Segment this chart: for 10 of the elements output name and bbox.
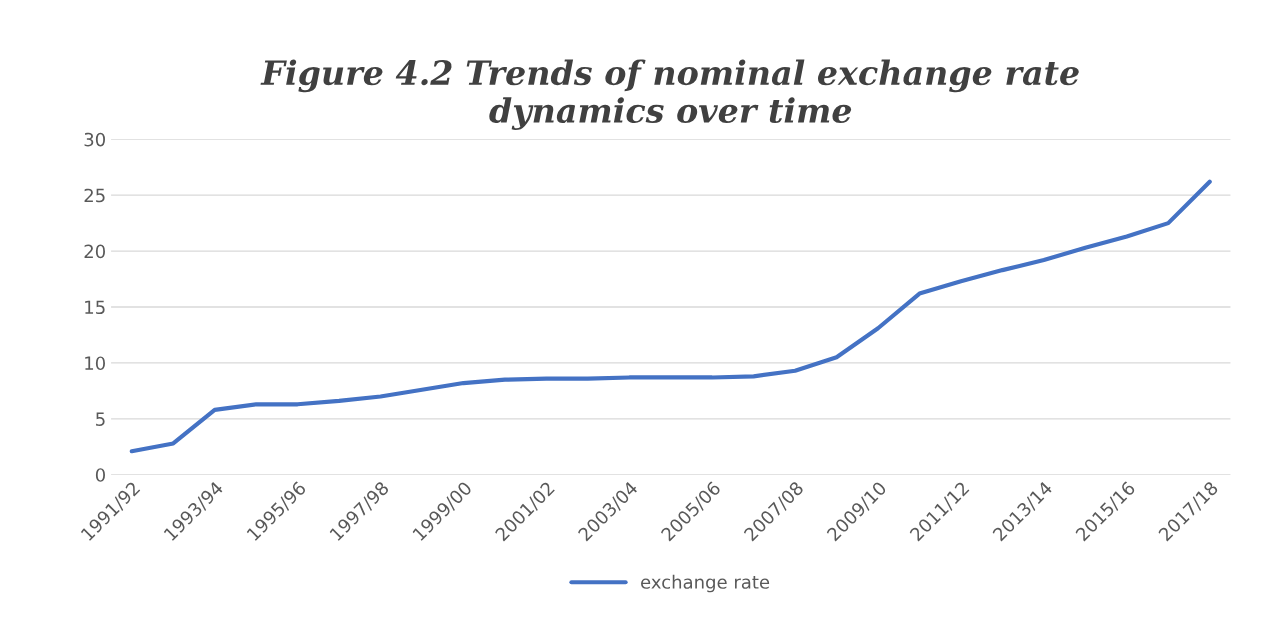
y-tick-label: 15: [85, 300, 105, 315]
y-tick-label: 20: [84, 244, 105, 259]
y-tick-label: 30: [84, 132, 105, 147]
y-tick-label: 5: [96, 412, 105, 426]
y-tick-label: 10: [85, 356, 105, 371]
chart-title: Figure 4.2 Trends of nominal exchange rate dynamics over time: [260, 59, 1079, 130]
legend-label: exchange rate: [641, 574, 770, 593]
y-tick-label: 0: [95, 468, 105, 482]
line-series: [129, 179, 1212, 454]
y-tick-label: 25: [84, 188, 105, 203]
